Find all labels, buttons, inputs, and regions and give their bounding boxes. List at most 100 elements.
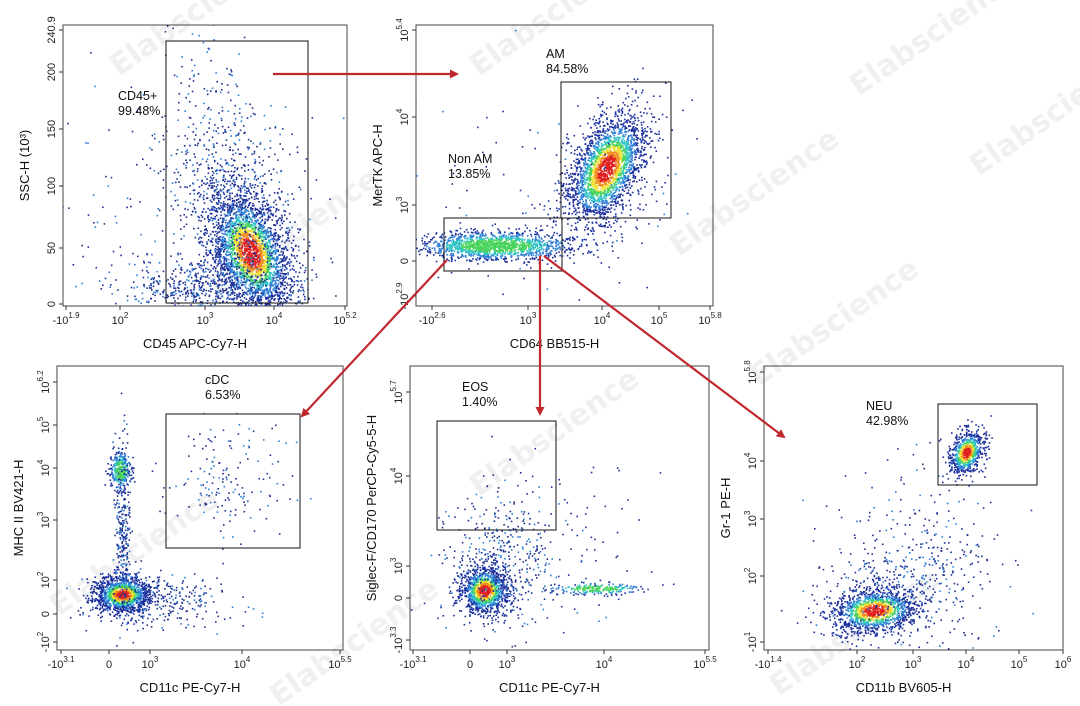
event-dot — [248, 279, 251, 282]
event-dot — [223, 213, 226, 216]
event-dot — [254, 233, 256, 236]
event-dot — [194, 211, 197, 214]
event-dot — [231, 271, 233, 274]
event-dot — [649, 137, 651, 139]
event-dot — [198, 266, 201, 268]
event-dot — [281, 128, 284, 130]
event-dot — [260, 299, 262, 302]
event-dot — [221, 144, 224, 147]
event-dot — [259, 207, 261, 209]
event-dot — [255, 242, 257, 245]
event-dot — [195, 134, 197, 136]
event-dot — [570, 224, 573, 227]
event-dot — [215, 208, 218, 210]
event-dot — [226, 245, 228, 247]
event-dot — [298, 262, 301, 264]
watermark-text: Elabscience — [103, 0, 285, 83]
event-dot — [231, 313, 233, 315]
event-dot — [232, 231, 235, 234]
event-dot — [313, 256, 315, 259]
event-dot — [610, 131, 613, 133]
event-dot — [273, 201, 275, 204]
event-dot — [220, 214, 222, 217]
event-dot — [153, 280, 155, 283]
event-dot — [235, 135, 237, 137]
event-dot — [205, 253, 208, 255]
event-dot — [281, 240, 283, 243]
event-dot — [254, 174, 257, 177]
event-dot — [261, 227, 264, 230]
event-dot — [240, 229, 242, 232]
event-dot — [280, 250, 283, 253]
event-dot — [259, 309, 261, 311]
event-dot — [250, 299, 253, 301]
event-dot — [594, 152, 596, 155]
event-dot — [257, 311, 259, 313]
event-dot — [263, 274, 266, 276]
event-dot — [213, 39, 215, 41]
event-dot — [229, 253, 232, 256]
event-dot — [232, 283, 234, 286]
event-dot — [271, 246, 274, 248]
event-dot — [612, 165, 614, 167]
event-dot — [215, 224, 218, 226]
event-dot — [208, 290, 210, 292]
event-dot — [186, 291, 189, 293]
event-dot — [311, 269, 313, 271]
event-dot — [619, 147, 621, 149]
event-dot — [265, 283, 267, 286]
event-dot — [181, 56, 183, 58]
event-dot — [203, 144, 205, 146]
event-dot — [249, 276, 251, 278]
event-dot — [196, 162, 198, 164]
event-dot — [626, 192, 628, 195]
event-dot — [225, 163, 227, 165]
event-dot — [248, 266, 250, 268]
event-dot — [130, 205, 132, 208]
event-dot — [206, 197, 208, 199]
event-dot — [220, 190, 223, 192]
event-dot — [214, 206, 216, 209]
event-dot — [584, 161, 587, 163]
event-dot — [228, 308, 230, 310]
event-dot — [205, 267, 207, 270]
event-dot — [191, 90, 194, 93]
event-dot — [260, 265, 262, 268]
event-dot — [587, 188, 589, 191]
event-dot — [601, 207, 604, 209]
event-dot — [298, 249, 300, 252]
event-dot — [220, 195, 222, 198]
event-dot — [222, 176, 225, 178]
event-dot — [231, 200, 234, 203]
event-dot — [210, 306, 212, 308]
event-dot — [643, 142, 645, 144]
event-dot — [224, 237, 226, 240]
event-dot — [302, 293, 305, 296]
event-dot — [602, 191, 605, 194]
event-dot — [624, 125, 626, 128]
event-dot — [221, 272, 224, 275]
event-dot — [263, 248, 265, 250]
event-dot — [230, 287, 232, 289]
event-dot — [201, 303, 203, 306]
event-dot — [186, 186, 188, 189]
event-dot — [143, 262, 146, 264]
event-dot — [604, 132, 606, 134]
event-dot — [266, 257, 269, 260]
event-dot — [192, 80, 195, 82]
event-dot — [271, 251, 273, 253]
event-dot — [191, 33, 194, 35]
event-dot — [267, 214, 270, 216]
event-dot — [200, 267, 203, 270]
event-dot — [215, 290, 217, 292]
event-dot — [234, 227, 236, 229]
event-dot — [304, 269, 307, 272]
event-dot — [237, 280, 240, 282]
event-dot — [233, 142, 236, 144]
event-dot — [274, 282, 277, 284]
event-dot — [249, 185, 252, 187]
event-dot — [250, 268, 252, 271]
event-dot — [225, 263, 227, 266]
event-dot — [262, 269, 264, 271]
event-dot — [174, 268, 177, 270]
